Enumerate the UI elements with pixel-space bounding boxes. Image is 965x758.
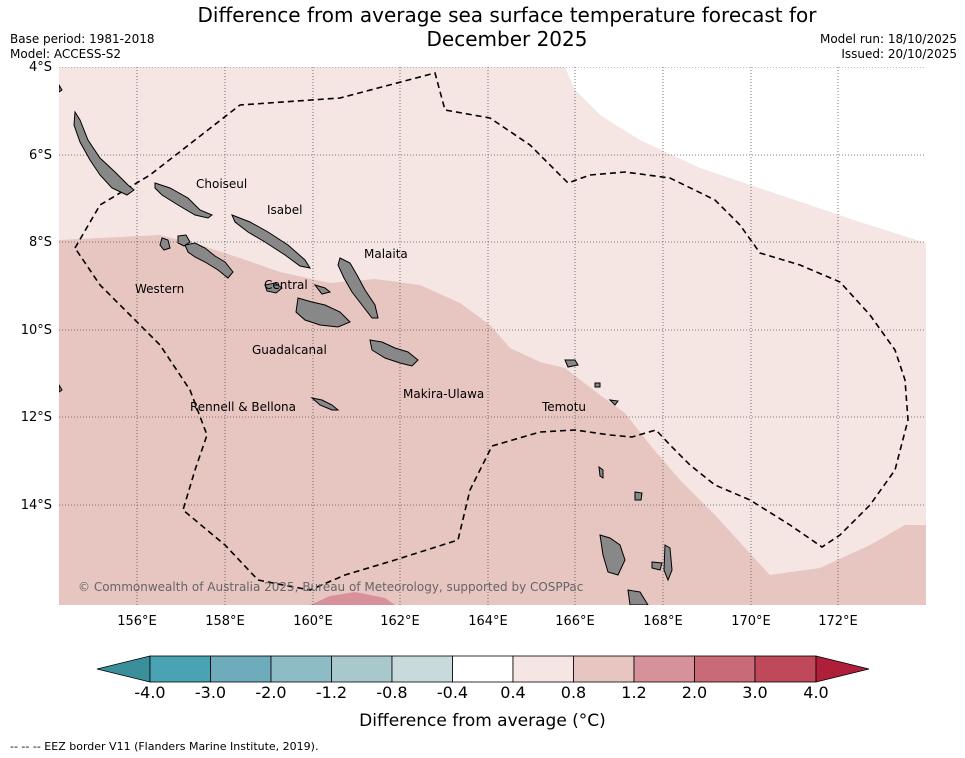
issued-date: Issued: 20/10/2025 — [841, 47, 957, 61]
place-choiseul: Choiseul — [196, 177, 248, 191]
vanuatu-north-3 — [663, 544, 673, 582]
place-makira-ulawa: Makira-Ulawa — [403, 387, 485, 401]
lat-label-4s: 4°S — [28, 60, 52, 75]
colorbar-tick-10: 2.0 — [681, 683, 708, 702]
eez-note: -- -- -- EEZ border V11 (Flanders Marine… — [10, 740, 319, 753]
land-islands — [59, 84, 673, 605]
model-run: Model run: 18/10/2025 — [819, 32, 957, 46]
colorbar-tick-9: 1.2 — [621, 683, 647, 702]
place-isabel: Isabel — [267, 203, 303, 217]
colorbar — [96, 655, 870, 683]
colorbar-bin-6 — [452, 655, 514, 683]
colorbar-extend-low — [96, 655, 151, 683]
vella-lavella — [159, 237, 171, 251]
lon-label-164e: 164°E — [468, 614, 508, 629]
colorbar-bin-7 — [512, 655, 574, 683]
isabel-island — [154, 182, 213, 219]
lon-label-170e: 170°E — [731, 614, 771, 629]
lon-label-162e: 162°E — [380, 614, 420, 629]
lon-label-158e: 158°E — [205, 614, 245, 629]
vanuatu-north-4 — [634, 491, 643, 501]
colorbar-tick-8: 0.8 — [560, 683, 587, 702]
title-line-2: December 2025 — [426, 27, 588, 51]
florida-islands — [313, 284, 332, 295]
lat-label-14s: 14°S — [20, 498, 52, 513]
vanuatu-north-1 — [599, 534, 626, 576]
lon-label-172e: 172°E — [818, 614, 858, 629]
lon-label-160e: 160°E — [293, 614, 333, 629]
colorbar-bin-2 — [210, 655, 272, 683]
title-line-1: Difference from average sea surface temp… — [197, 3, 817, 27]
lat-label-10s: 10°S — [20, 323, 52, 338]
colorbar-bin-1 — [149, 655, 211, 683]
colorbar-extend-high — [815, 655, 870, 683]
place-malaita: Malaita — [364, 247, 408, 261]
torres-islands — [598, 465, 604, 479]
meta-right: Model run: 18/10/2025 Issued: 20/10/2025 — [820, 32, 957, 62]
colorbar-tick-1: -4.0 — [134, 683, 166, 702]
colorbar-tick-3: -2.0 — [255, 683, 287, 702]
vanuatu-north-5 — [651, 561, 663, 571]
base-period: Base period: 1981-2018 — [10, 32, 155, 46]
png-islet — [59, 384, 63, 393]
colorbar-bin-5 — [391, 655, 453, 683]
colorbar-tick-4: -1.2 — [315, 683, 348, 702]
colorbar-tick-7: 0.4 — [500, 683, 526, 702]
anomaly-band-0-8-1-2 — [59, 235, 926, 605]
makira-island — [369, 339, 419, 367]
colorbar-bin-10 — [694, 655, 756, 683]
guadalcanal-island — [295, 297, 351, 328]
central-islands — [264, 282, 283, 294]
lat-label-6s: 6°S — [28, 148, 52, 163]
kolombangara — [177, 234, 191, 247]
colorbar-bin-8 — [573, 655, 635, 683]
malaita-island — [337, 257, 379, 319]
lon-label-168e: 168°E — [643, 614, 683, 629]
choiseul-island — [73, 110, 135, 196]
colorbar-bin-4 — [331, 655, 393, 683]
colorbar-bin-9 — [633, 655, 695, 683]
place-rennell-bellona: Rennell & Bellona — [190, 400, 297, 414]
lat-label-12s: 12°S — [20, 410, 52, 425]
place-western: Western — [135, 282, 185, 296]
copyright-notice: © Commonwealth of Australia 2025, Bureau… — [78, 580, 584, 594]
new-georgia — [184, 242, 234, 279]
santa-cruz-2 — [594, 382, 601, 388]
lon-label-166e: 166°E — [555, 614, 595, 629]
meta-left: Base period: 1981-2018 Model: ACCESS-S2 — [10, 32, 155, 62]
santa-cruz-3 — [608, 399, 619, 406]
chart-title: Difference from average sea surface temp… — [170, 3, 844, 51]
anomaly-band-1-2-2-0 — [310, 592, 395, 605]
lat-label-8s: 8°S — [28, 235, 52, 250]
place-guadalcanal: Guadalcanal — [252, 343, 327, 357]
png-bougainville — [59, 84, 63, 93]
colorbar-tick-6: -0.4 — [436, 683, 469, 702]
santa-cruz-1 — [564, 359, 579, 368]
colorbar-title: Difference from average (°C) — [359, 711, 606, 731]
colorbar-tick-5: -0.8 — [376, 683, 408, 702]
vanuatu-north-2 — [627, 589, 649, 605]
lon-label-156e: 156°E — [117, 614, 157, 629]
colorbar-tick-2: -3.0 — [194, 683, 227, 702]
gridlines — [59, 67, 926, 605]
rennell-island — [310, 397, 340, 411]
colorbar-bin-3 — [270, 655, 332, 683]
colorbar-bin-11 — [754, 655, 817, 683]
eez-border — [74, 72, 909, 591]
model-name: Model: ACCESS-S2 — [10, 47, 122, 61]
place-temotu: Temotu — [542, 400, 587, 414]
isabel-east — [231, 214, 312, 269]
colorbar-tick-12: 4.0 — [803, 683, 829, 702]
place-central: Central — [264, 278, 308, 292]
colorbar-tick-11: 3.0 — [742, 683, 768, 702]
